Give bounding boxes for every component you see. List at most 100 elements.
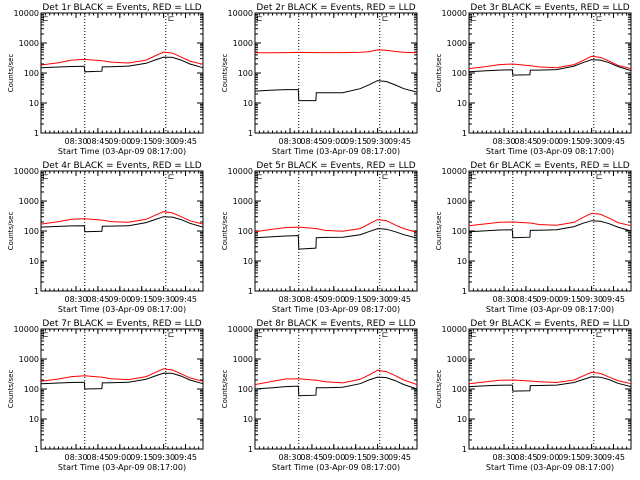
- x-tick-label: 09:00: [108, 295, 131, 304]
- y-tick-label: 10: [29, 415, 39, 424]
- x-tick-label: 09:45: [174, 137, 197, 146]
- x-tick-label: 08:30: [278, 453, 301, 462]
- y-tick-label: 10: [29, 99, 39, 108]
- series-line-events: [40, 372, 204, 390]
- detector-panel-5: Det 5r BLACK = Events, RED = LLD 1 10 100 10…: [221, 161, 418, 314]
- y-tick-label: 10: [29, 257, 39, 266]
- x-axis-label: Start Time (03-Apr-09 08:17:00): [486, 463, 614, 472]
- panel-title: Det 5r BLACK = Events, RED = LLD: [256, 161, 415, 171]
- marker-right: ⊏: [382, 172, 389, 181]
- detector-panel-6: Det 6r BLACK = Events, RED = LLD 1 10 100 10…: [435, 161, 632, 314]
- series-line-events: [468, 59, 632, 76]
- x-tick-label: 09:00: [322, 137, 345, 146]
- marker-right: ⊏: [596, 14, 603, 23]
- y-tick-label: 100: [452, 69, 467, 78]
- y-tick-label: 10: [457, 99, 467, 108]
- x-tick-label: 09:15: [130, 453, 153, 462]
- plot-frame: [254, 12, 418, 134]
- marker-right: ⊏: [596, 172, 603, 181]
- marker-left: ⊏: [470, 172, 477, 181]
- x-tick-label: 09:15: [558, 295, 581, 304]
- x-tick-label: 08:30: [64, 453, 87, 462]
- x-tick-label: 09:45: [602, 295, 625, 304]
- y-tick-label: 1: [34, 129, 39, 138]
- plot-frame: [254, 328, 418, 450]
- y-tick-label: 100: [238, 385, 253, 394]
- series-line-lld: [254, 369, 418, 386]
- x-tick-label: 09:30: [366, 137, 389, 146]
- x-tick-label: 09:00: [536, 295, 559, 304]
- y-tick-label: 1: [248, 129, 253, 138]
- x-tick-label: 09:15: [344, 137, 367, 146]
- panel-title: Det 9r BLACK = Events, RED = LLD: [470, 319, 629, 329]
- x-tick-label: 09:45: [602, 453, 625, 462]
- y-tick-label: 10000: [228, 167, 253, 176]
- y-tick-label: 10000: [228, 9, 253, 18]
- y-tick-label: 1: [462, 287, 467, 296]
- series-line-lld: [254, 219, 418, 233]
- y-axis-label: Counts/sec: [435, 212, 443, 251]
- marker-right: ⊏: [168, 330, 175, 339]
- detector-panel-9: Det 9r BLACK = Events, RED = LLD 1 10 100 10…: [435, 319, 632, 472]
- x-tick-label: 09:30: [580, 137, 603, 146]
- marker-left: ⊏: [470, 330, 477, 339]
- plot-frame: [468, 12, 632, 134]
- plot-frame: [40, 12, 204, 134]
- y-axis-label: Counts/sec: [7, 370, 15, 409]
- marker-left: ⊏: [42, 14, 49, 23]
- y-tick-label: 1000: [447, 39, 467, 48]
- panel-title: Det 6r BLACK = Events, RED = LLD: [470, 161, 629, 171]
- x-tick-label: 09:30: [152, 453, 175, 462]
- x-tick-label: 08:45: [86, 453, 109, 462]
- x-tick-label: 09:30: [152, 295, 175, 304]
- y-axis-label: Counts/sec: [435, 370, 443, 409]
- x-tick-label: 09:00: [322, 295, 345, 304]
- y-tick-label: 1: [248, 445, 253, 454]
- x-tick-label: 09:00: [536, 453, 559, 462]
- x-axis-label: Start Time (03-Apr-09 08:17:00): [486, 305, 614, 314]
- series-line-events: [40, 56, 204, 73]
- y-tick-label: 1: [462, 129, 467, 138]
- x-tick-label: 08:45: [86, 137, 109, 146]
- y-axis-label: Counts/sec: [221, 370, 229, 409]
- x-axis-label: Start Time (03-Apr-09 08:17:00): [58, 305, 186, 314]
- x-tick-label: 09:45: [174, 295, 197, 304]
- series-line-events: [40, 216, 204, 233]
- x-tick-label: 09:00: [322, 453, 345, 462]
- x-tick-label: 09:00: [108, 137, 131, 146]
- y-tick-label: 10: [243, 257, 253, 266]
- y-tick-label: 10: [457, 257, 467, 266]
- x-axis-label: Start Time (03-Apr-09 08:17:00): [272, 147, 400, 156]
- marker-left: ⊏: [256, 14, 263, 23]
- x-tick-label: 08:30: [278, 295, 301, 304]
- x-axis-label: Start Time (03-Apr-09 08:17:00): [58, 463, 186, 472]
- series-line-lld: [468, 55, 632, 70]
- x-tick-label: 09:45: [174, 453, 197, 462]
- x-tick-label: 09:30: [366, 453, 389, 462]
- series-line-events: [254, 228, 418, 250]
- marker-left: ⊏: [470, 14, 477, 23]
- x-tick-label: 09:30: [580, 295, 603, 304]
- x-tick-label: 09:45: [602, 137, 625, 146]
- x-tick-label: 08:30: [64, 295, 87, 304]
- y-axis-label: Counts/sec: [221, 54, 229, 93]
- marker-left: ⊏: [256, 172, 263, 181]
- series-line-lld: [40, 51, 204, 66]
- y-tick-label: 100: [452, 227, 467, 236]
- x-tick-label: 08:45: [300, 453, 323, 462]
- y-tick-label: 100: [238, 227, 253, 236]
- marker-right: ⊏: [168, 172, 175, 181]
- x-tick-label: 08:45: [514, 137, 537, 146]
- series-line-lld: [254, 49, 418, 54]
- detector-panel-7: Det 7r BLACK = Events, RED = LLD 1 10 100 10…: [7, 319, 204, 472]
- y-tick-label: 1: [34, 287, 39, 296]
- x-tick-label: 09:00: [536, 137, 559, 146]
- panel-title: Det 3r BLACK = Events, RED = LLD: [470, 3, 629, 13]
- series-line-lld: [40, 368, 204, 382]
- y-tick-label: 1: [462, 445, 467, 454]
- panel-title: Det 4r BLACK = Events, RED = LLD: [42, 161, 201, 171]
- series-line-events: [254, 376, 418, 397]
- y-tick-label: 1000: [233, 355, 253, 364]
- panel-title: Det 7r BLACK = Events, RED = LLD: [42, 319, 201, 329]
- x-tick-label: 09:30: [152, 137, 175, 146]
